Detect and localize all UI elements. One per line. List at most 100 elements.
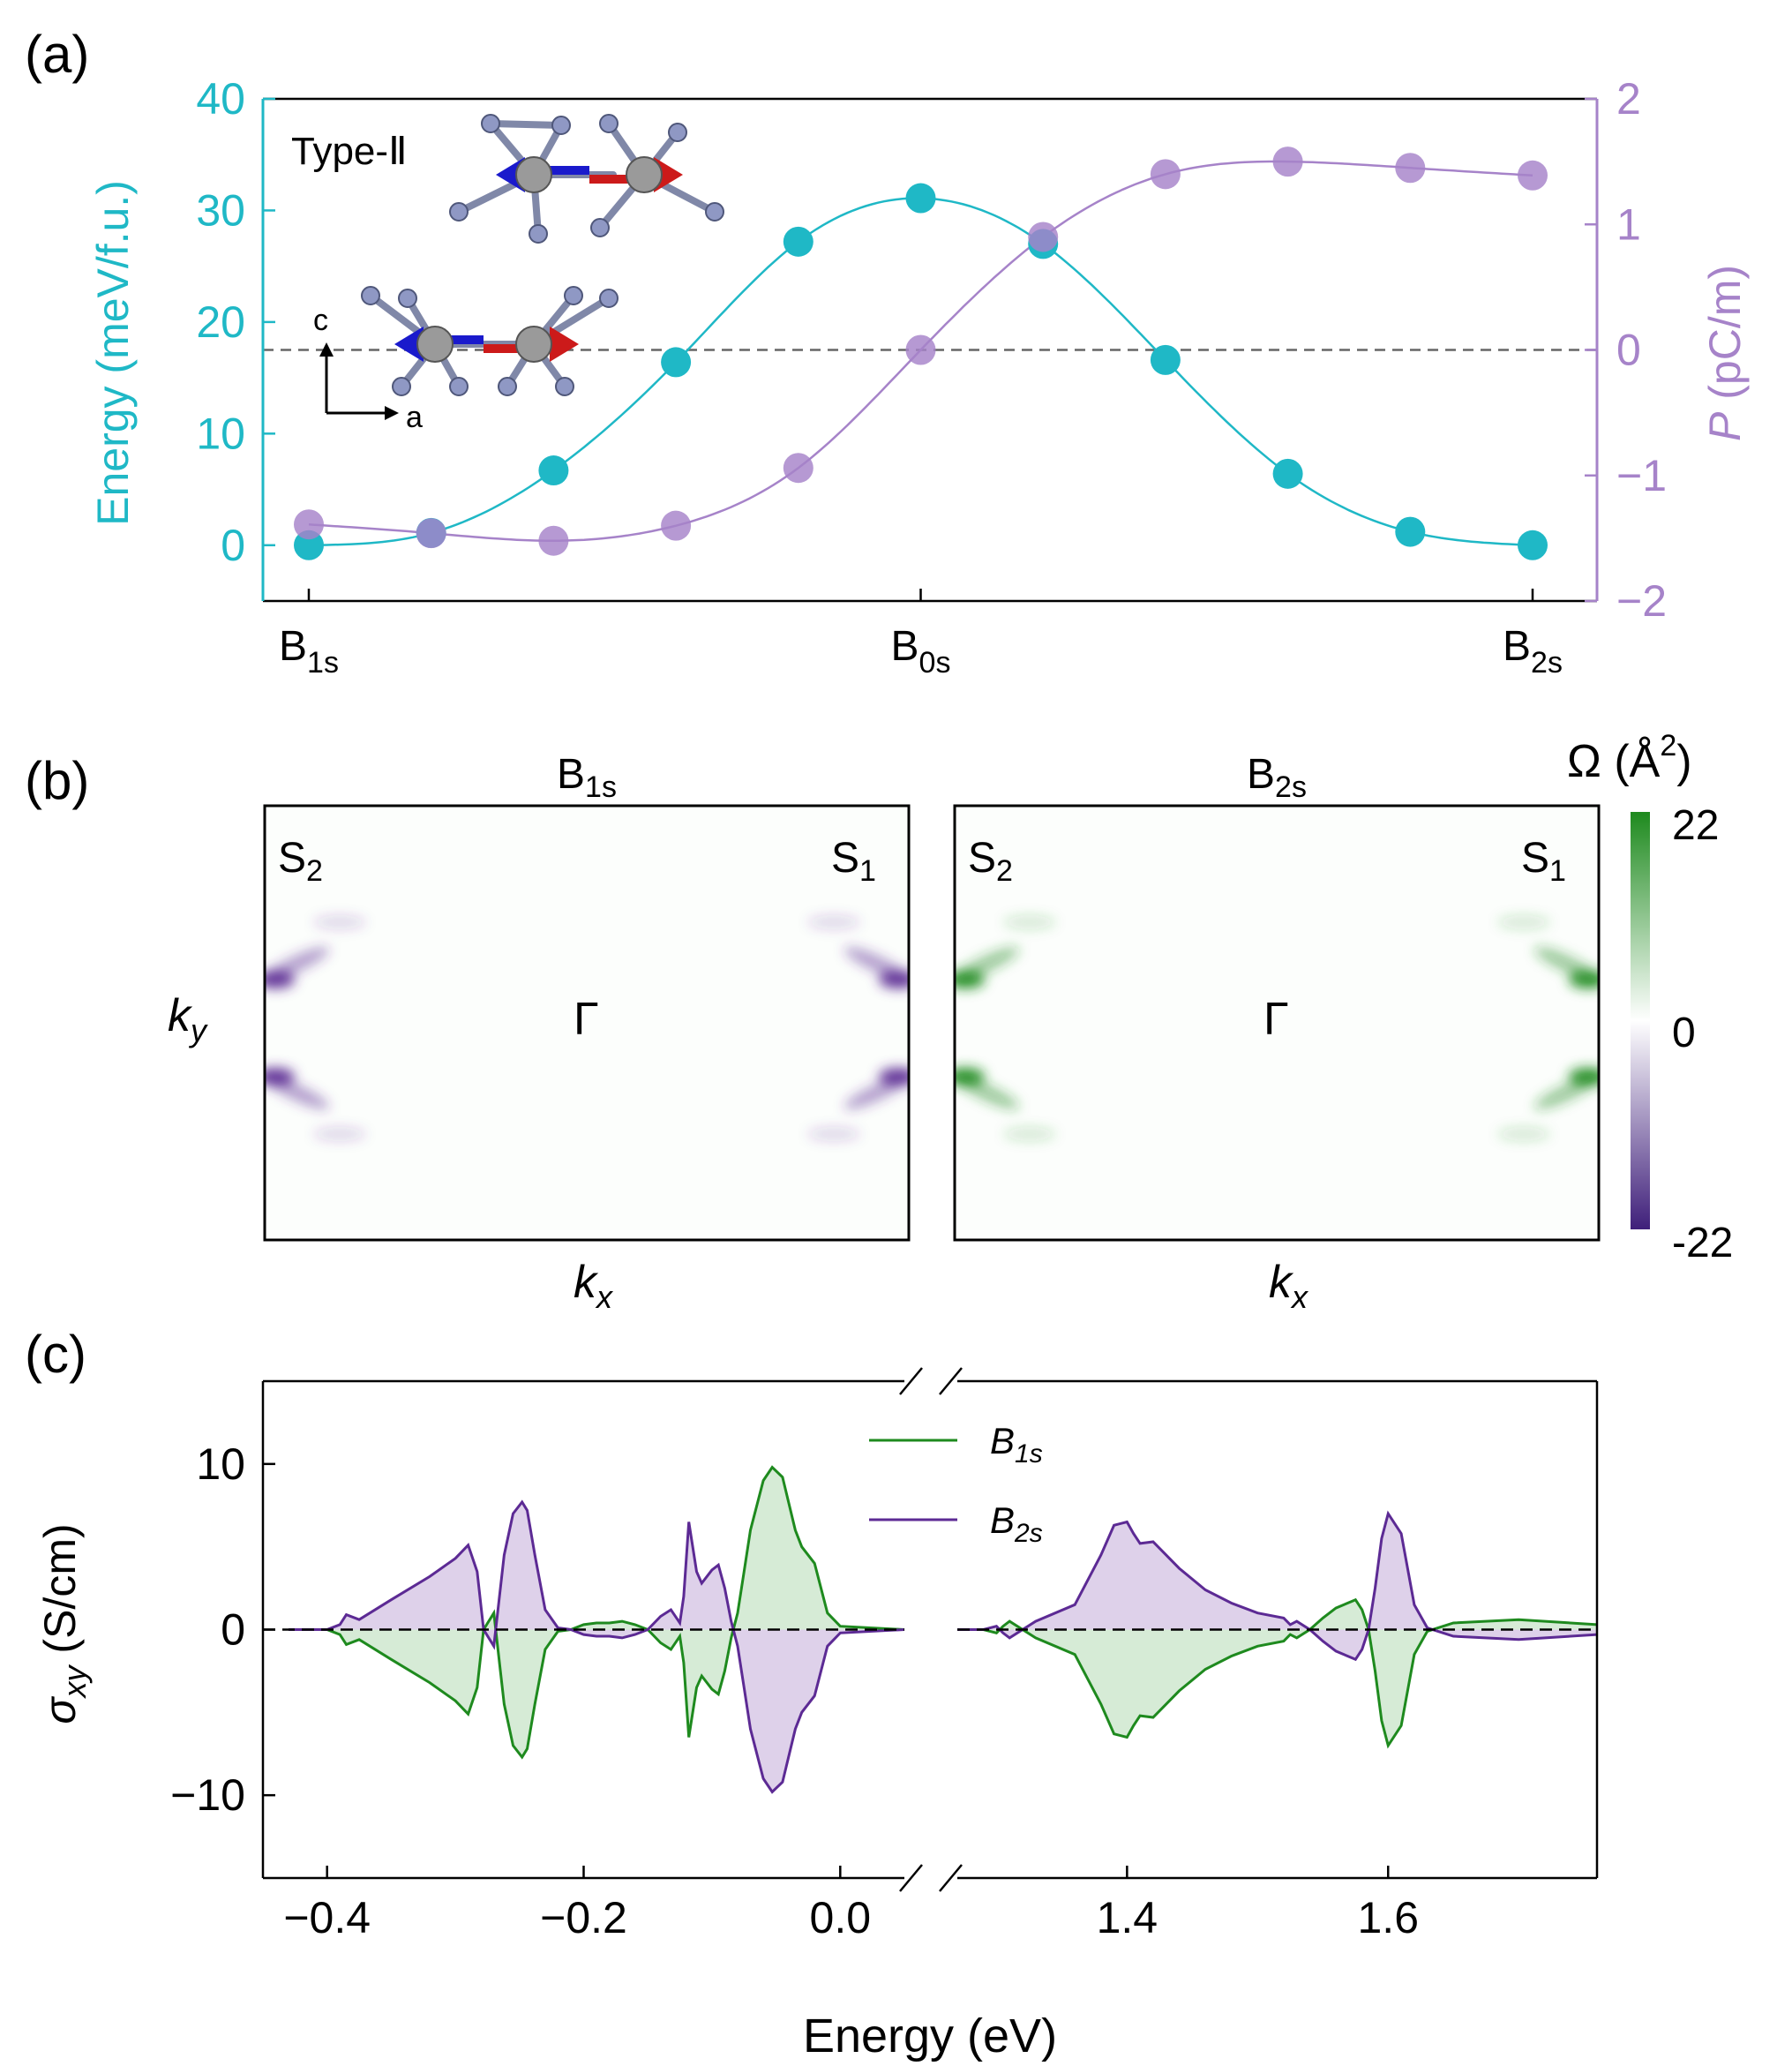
s1-main: S [1521, 835, 1549, 882]
energy-tick-label: 1.6 [1358, 1893, 1420, 1942]
b1s-curve-right [957, 1597, 1598, 1749]
hotspot-tail [1497, 1127, 1550, 1141]
legend-b1s-sub: 1s [1015, 1439, 1043, 1469]
energy-point [538, 455, 569, 486]
heatmap-b1s-title: B1s [557, 751, 617, 804]
legend-b2s-sub: 2s [1014, 1519, 1043, 1548]
arrow-blue-2-head [394, 327, 424, 362]
sigma-tick-label: 10 [196, 1439, 245, 1489]
energy-tick-label: 40 [196, 74, 245, 124]
polarization-axis-label: P (pC/m) [1700, 265, 1750, 441]
s1-label-b2s: S1 [1521, 835, 1566, 888]
kx-label-b2s: kx [1269, 1257, 1309, 1315]
polarization-ticks: −2 −1 0 1 2 [1585, 74, 1667, 626]
panel-c-label: (c) [25, 1325, 86, 1384]
hotspot-tail [955, 1076, 1019, 1109]
panel-b-label: (b) [25, 751, 89, 810]
s2-sub: 2 [996, 854, 1013, 888]
a-axis-arrow-head [385, 406, 399, 420]
polarization-tick-label: −2 [1616, 576, 1667, 626]
hotspot-tail [807, 915, 860, 929]
heatmap-b2s-frame [953, 804, 1601, 1242]
s2-sub: 2 [306, 854, 323, 888]
kx-main: k [574, 1257, 599, 1308]
arrow-red-1 [589, 175, 660, 184]
b1s-curve-left [289, 1465, 905, 1760]
energy-tick-label: −0.4 [283, 1893, 371, 1942]
energy-tick-label: 1.4 [1097, 1893, 1158, 1942]
polarization-point [783, 453, 814, 484]
b2s-fill-right [957, 1514, 1597, 1660]
structure-inset-atoms [449, 114, 724, 244]
ky-label: ky [168, 990, 208, 1048]
hotspot-tail [1534, 1076, 1599, 1109]
energy-point [1395, 516, 1426, 547]
ky-main: k [168, 990, 193, 1041]
path-tick-sub: 0s [919, 646, 951, 680]
colorbar-ticks: 22 0 -22 [1672, 802, 1733, 1266]
metal-atom [626, 156, 663, 193]
structure-inset-lower-atoms [361, 286, 619, 396]
b1s-title-main: B [557, 751, 585, 798]
axis-break-marks [899, 1367, 963, 1892]
b2s-fill-left [289, 1502, 905, 1792]
energy-curve [308, 197, 1533, 547]
kx-sub: x [595, 1279, 614, 1315]
s2-label-b1s: S2 [278, 835, 323, 888]
energy-point [1150, 344, 1181, 375]
path-tick-label: B1s [279, 623, 339, 680]
path-tick-main: B [891, 623, 919, 670]
b1s-fill-right [957, 1599, 1597, 1746]
colorbar-label-sup: 2 [1660, 729, 1676, 763]
panel-c-ticks: 10 0 −10 −0.4 −0.2 0.0 1.4 1.6 [170, 1439, 1419, 1942]
colorbar-tick-label: -22 [1672, 1220, 1733, 1266]
a-axis-label: a [406, 401, 423, 434]
energy-tick-label: 0 [221, 521, 245, 570]
colorbar-tick-label: 0 [1672, 1010, 1696, 1056]
path-tick-sub: 2s [1531, 646, 1563, 680]
hotspot-group [265, 915, 909, 1141]
polarization-symbol: P [1700, 411, 1750, 441]
energy-point [1518, 530, 1548, 560]
polarization-point [1518, 160, 1548, 191]
hotspot-tail [807, 1127, 860, 1141]
kx-label-b1s: kx [574, 1257, 614, 1315]
metal-atom [515, 156, 552, 193]
sigma-tick-label: 0 [221, 1605, 245, 1655]
panel-c-plot [263, 1465, 1598, 1794]
polarization-tick-label: 1 [1616, 199, 1641, 249]
polarization-point [294, 509, 324, 540]
energy-point [783, 226, 814, 257]
hotspot-tail [265, 1076, 329, 1109]
path-tick-main: B [1503, 623, 1531, 670]
s1-label-b1s: S1 [831, 835, 876, 888]
sigma-tick-label: −10 [170, 1770, 245, 1820]
legend-b1s-label: B1s [990, 1420, 1043, 1469]
b1s-title-sub: 1s [585, 770, 617, 804]
polarization-point [416, 518, 446, 549]
energy-point [294, 530, 324, 560]
arrow-red-1-head [654, 157, 683, 192]
arrow-blue-1 [521, 166, 589, 175]
legend-b1s-main: B [990, 1420, 1015, 1461]
gamma-label-b2s: Γ [1263, 994, 1289, 1045]
hotspot-tail [1534, 947, 1599, 980]
heatmap-background [955, 806, 1599, 1240]
hotspot-group [955, 915, 1599, 1141]
kx-sub: x [1290, 1279, 1309, 1315]
s1-sub: 1 [859, 854, 876, 888]
legend: B1s B 2s [869, 1420, 1043, 1548]
path-tick-main: B [279, 623, 307, 670]
polarization-point [1028, 222, 1059, 252]
s2-main: S [968, 835, 996, 882]
path-ticks: B1s B0s B2s [279, 589, 1563, 680]
sigma-unit: (S/cm) [35, 1523, 85, 1665]
panel-a-plot [263, 146, 1597, 560]
colorbar [1631, 812, 1650, 1229]
energy-ticks: 0 10 20 30 40 [196, 74, 275, 570]
metal-atom [515, 326, 552, 363]
metal-atom [416, 326, 454, 363]
polarization-point [1272, 146, 1303, 177]
b2s-curve-left [289, 1499, 905, 1794]
